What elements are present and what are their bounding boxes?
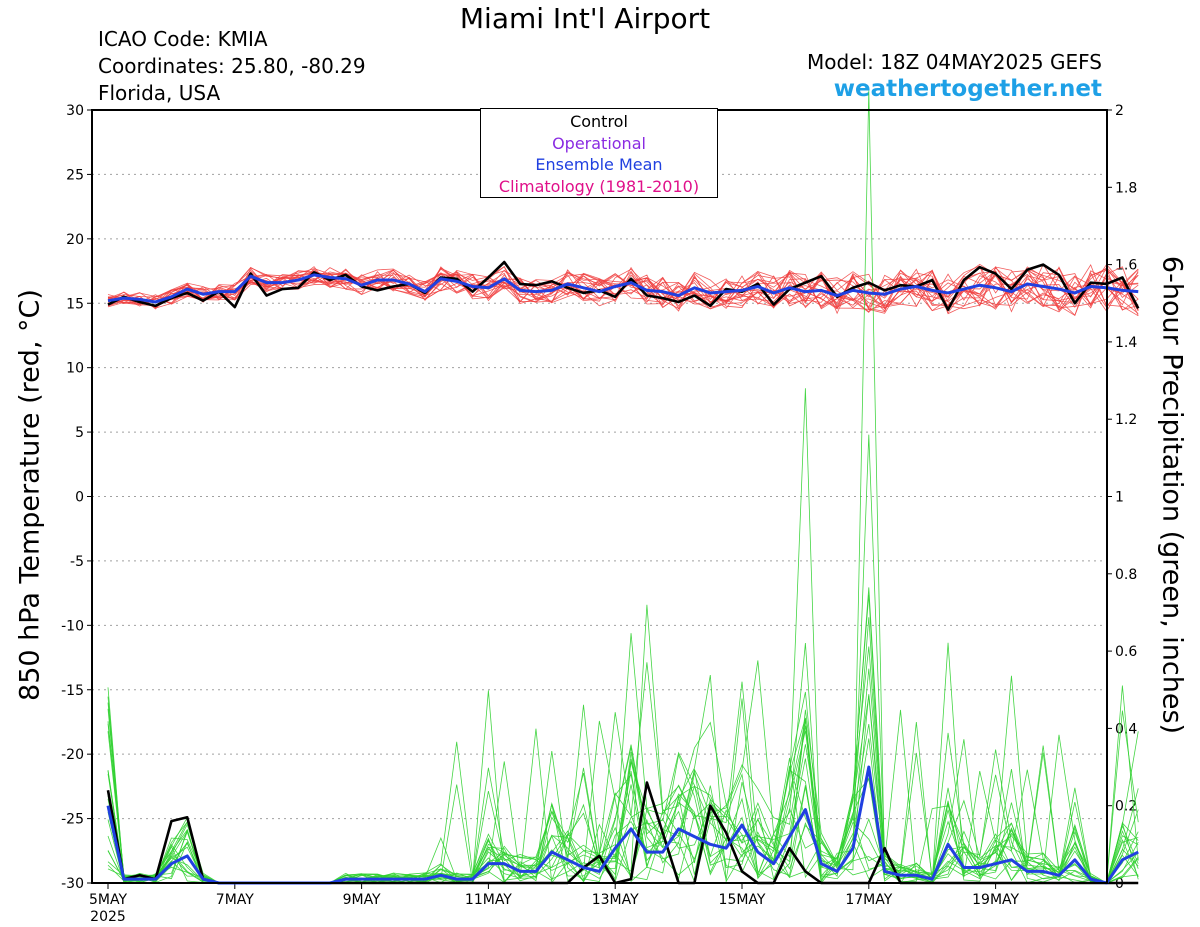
y-tick-label: 30 bbox=[66, 103, 84, 119]
legend-control: Control bbox=[570, 112, 628, 131]
legend-mean: Ensemble Mean bbox=[535, 155, 663, 174]
y-tick-label: 20 bbox=[66, 232, 84, 248]
y2-tick-label: 1.8 bbox=[1115, 180, 1137, 196]
coordinates: Coordinates: 25.80, -80.29 bbox=[98, 54, 366, 78]
x-tick-label: 11MAY bbox=[465, 892, 512, 908]
site-link[interactable]: weathertogether.net bbox=[833, 76, 1102, 102]
x-tick-label: 15MAY bbox=[719, 892, 766, 908]
x-tick-label: 5MAY bbox=[89, 892, 127, 908]
plot-frame bbox=[91, 109, 1108, 884]
y-tick-label: 0 bbox=[75, 490, 84, 506]
legend-operational: Operational bbox=[552, 133, 646, 153]
x-tick-label: 19MAY bbox=[972, 892, 1019, 908]
x-tick-label: 17MAY bbox=[845, 892, 892, 908]
precip-member-line bbox=[107, 617, 1139, 884]
y2-tick-label: 0.8 bbox=[1115, 567, 1137, 583]
y-tick-label: -25 bbox=[61, 812, 84, 828]
temp-control-line bbox=[107, 260, 1140, 311]
x-tick-label: 9MAY bbox=[343, 892, 381, 908]
y2-tick-label: 0.6 bbox=[1115, 644, 1137, 660]
x-tick-label: 13MAY bbox=[592, 892, 639, 908]
icao-code: ICAO Code: KMIA bbox=[98, 27, 268, 51]
y2-tick-label: 1.4 bbox=[1115, 335, 1137, 351]
y-tick-label: -10 bbox=[61, 618, 84, 634]
y2-tick-label: 2 bbox=[1115, 103, 1124, 119]
y2-tick-label: 1 bbox=[1115, 490, 1124, 506]
y-tick-label: -15 bbox=[61, 683, 84, 699]
y-tick-label: -20 bbox=[61, 747, 84, 763]
model-run: Model: 18Z 04MAY2025 GEFS bbox=[807, 50, 1102, 74]
temp-member-line bbox=[107, 265, 1139, 312]
y-tick-label: -5 bbox=[70, 554, 84, 570]
y-tick-label: 15 bbox=[66, 296, 84, 312]
chart-title: Miami Int'l Airport bbox=[459, 2, 711, 35]
y-tick-label: 5 bbox=[75, 425, 84, 441]
y2-tick-label: 1.6 bbox=[1115, 258, 1137, 274]
y-tick-label: 25 bbox=[66, 167, 84, 183]
region: Florida, USA bbox=[98, 81, 221, 105]
y2-tick-label: 0.2 bbox=[1115, 799, 1137, 815]
legend: Control Operational Ensemble Mean Climat… bbox=[480, 108, 718, 198]
temp-mean-line bbox=[107, 273, 1139, 304]
x-tick-label: 7MAY bbox=[216, 892, 254, 908]
y2-tick-label: 1.2 bbox=[1115, 412, 1137, 428]
legend-climatology: Climatology (1981-2010) bbox=[498, 176, 700, 196]
x-tick-sublabel: 2025 bbox=[90, 909, 126, 925]
y-tick-label: -30 bbox=[61, 876, 84, 892]
y-tick-label: 10 bbox=[66, 361, 84, 377]
